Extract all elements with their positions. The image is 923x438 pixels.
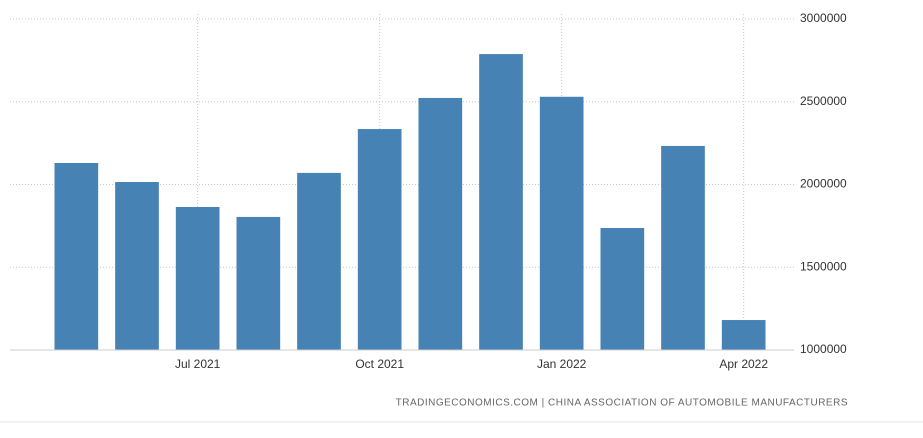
y-tick-label: 1000000 [800,342,847,356]
bar [661,145,705,350]
x-tick-label: Jan 2022 [537,357,587,371]
y-tick-label: 2000000 [800,177,847,191]
bar [54,162,99,350]
x-tick-label: Oct 2021 [355,357,404,371]
bar [357,129,402,350]
bar [418,97,463,350]
bar [600,228,645,350]
x-tick-label: Jul 2021 [175,357,221,371]
bar [721,320,766,350]
bar [236,216,281,350]
y-tick-label: 3000000 [800,11,847,25]
source-note: TRADINGECONOMICS.COM | CHINA ASSOCIATION… [396,398,848,409]
bar [115,182,159,350]
bar [175,207,220,350]
x-tick-label: Apr 2022 [719,357,768,371]
y-tick-label: 1500000 [800,259,847,273]
bar [297,172,341,350]
bar [539,96,584,350]
y-tick-label: 2500000 [800,94,847,108]
bar [479,54,523,350]
